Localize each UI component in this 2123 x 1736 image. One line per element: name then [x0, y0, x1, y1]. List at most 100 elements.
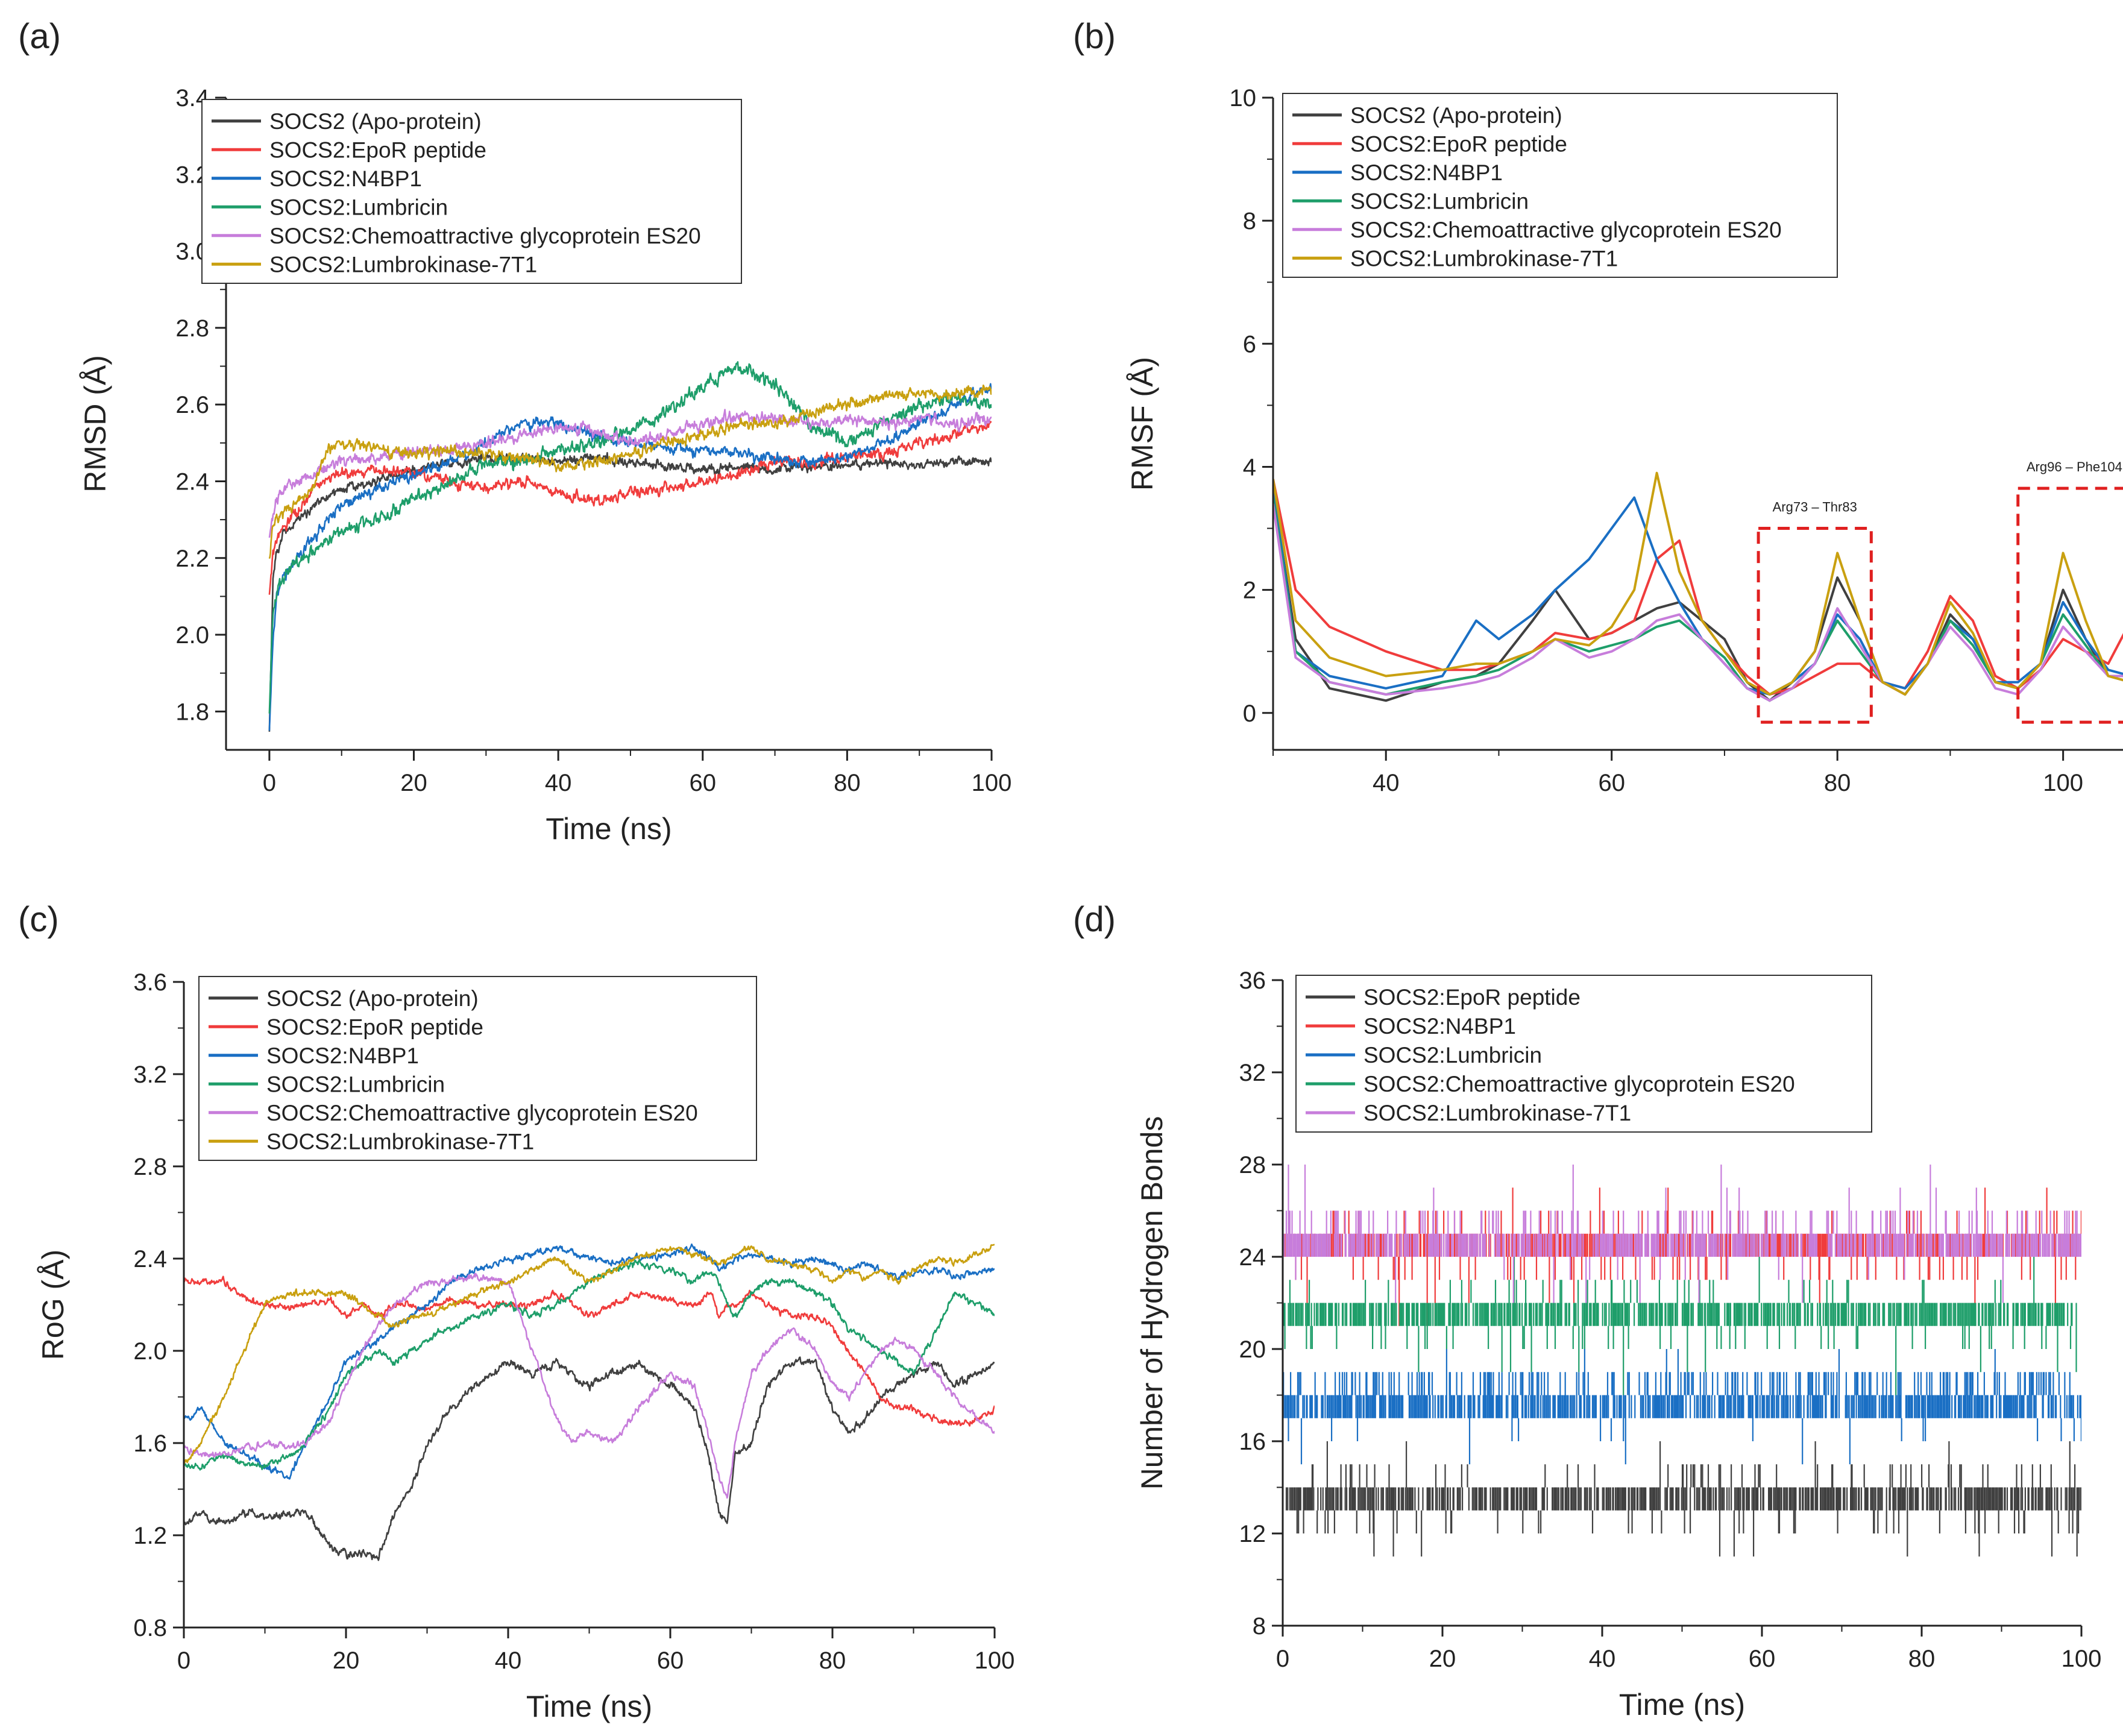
- x-tick-label: 60: [657, 1647, 684, 1674]
- legend-label-0: SOCS2:EpoR peptide: [1363, 985, 1580, 1010]
- x-tick-label: 40: [1373, 770, 1400, 796]
- y-tick-label: 2.8: [175, 315, 209, 342]
- legend-label-3: SOCS2:Lumbricin: [1350, 189, 1529, 213]
- series-group: [1283, 1165, 2081, 1557]
- x-tick-label: 40: [495, 1647, 522, 1674]
- series-line-1: [184, 1275, 995, 1427]
- series-line-2: [184, 1243, 995, 1480]
- x-tick-label: 100: [975, 1647, 1015, 1674]
- series-line-4: [1283, 1165, 2081, 1303]
- legend-label-4: SOCS2:Chemoattractive glycoprotein ES20: [1350, 218, 1782, 242]
- series-line-3: [268, 361, 992, 714]
- series-line-5: [268, 384, 992, 559]
- y-tick-label: 0.8: [133, 1615, 167, 1641]
- y-tick-label: 32: [1239, 1060, 1266, 1086]
- x-tick-label: 0: [177, 1647, 190, 1674]
- panel-letter: (a): [18, 17, 61, 56]
- series-line-0: [1283, 1441, 2081, 1557]
- x-tick-label: 100: [972, 770, 1012, 796]
- y-tick-label: 2.0: [175, 622, 209, 649]
- panel-a: (a)0 20 40 60 80 1001.82.02.22.42.62.83.03.23…: [18, 17, 1011, 846]
- series-line-4: [1273, 503, 2123, 702]
- series-line-3: [1273, 497, 2123, 702]
- legend-label-0: SOCS2 (Apo-protein): [266, 986, 479, 1011]
- y-tick-label: 0: [1243, 700, 1256, 727]
- x-tick-label: 20: [400, 770, 427, 796]
- series-line-5: [1273, 471, 2123, 696]
- legend-label-0: SOCS2 (Apo-protein): [1350, 103, 1562, 128]
- series-line-0: [1273, 491, 2123, 702]
- y-tick-label: 10: [1230, 85, 1257, 112]
- series-line-2: [268, 383, 992, 731]
- series-group: [268, 361, 992, 732]
- legend-label-4: SOCS2:Chemoattractive glycoprotein ES20: [269, 224, 701, 248]
- y-tick-label: 3.6: [133, 969, 167, 996]
- y-tick-label: 2: [1243, 577, 1256, 604]
- y-tick-label: 2.0: [133, 1338, 167, 1365]
- x-tick-label: 100: [2062, 1646, 2102, 1672]
- y-tick-label: 2.6: [175, 392, 209, 418]
- y-axis-title: RoG (Å): [36, 1250, 70, 1360]
- series-line-0: [268, 451, 992, 732]
- y-tick-label: 8: [1253, 1613, 1266, 1640]
- legend-box: [198, 976, 757, 1161]
- series-line-2: [1283, 1349, 2081, 1465]
- series-group: [184, 1243, 995, 1561]
- x-tick-label: 20: [333, 1647, 360, 1674]
- legend-label-3: SOCS2:Chemoattractive glycoprotein ES20: [1363, 1072, 1795, 1096]
- legend-box: [1295, 975, 1872, 1133]
- legend-label-3: SOCS2:Lumbricin: [269, 195, 448, 219]
- y-tick-label: 1.8: [175, 699, 209, 725]
- y-tick-label: 28: [1239, 1152, 1266, 1178]
- x-tick-label: 80: [819, 1647, 846, 1674]
- series-line-1: [268, 421, 992, 595]
- y-tick-label: 1.6: [133, 1430, 167, 1457]
- y-tick-label: 36: [1239, 967, 1266, 994]
- x-tick-label: 80: [1824, 770, 1851, 796]
- panel-letter: (b): [1073, 17, 1116, 56]
- x-tick-label: 0: [1276, 1646, 1289, 1672]
- series-line-5: [184, 1244, 995, 1466]
- x-tick-label: 100: [2043, 770, 2083, 796]
- panel-letter: (d): [1073, 900, 1116, 939]
- x-tick-label: 40: [1589, 1646, 1616, 1672]
- x-axis-title: Time (ns): [546, 812, 671, 846]
- y-tick-label: 12: [1239, 1521, 1266, 1547]
- legend-box: [1282, 93, 1838, 278]
- y-tick-label: 2.4: [175, 468, 209, 495]
- y-tick-label: 24: [1239, 1244, 1266, 1271]
- x-tick-label: 60: [1749, 1646, 1776, 1672]
- x-tick-label: 20: [1429, 1646, 1456, 1672]
- legend-label-1: SOCS2:EpoR peptide: [1350, 131, 1567, 156]
- x-axis-title: Time (ns): [526, 1690, 652, 1723]
- y-tick-label: 4: [1243, 454, 1256, 480]
- x-tick-label: 60: [1598, 770, 1625, 796]
- y-tick-label: 2.8: [133, 1154, 167, 1180]
- panel-d: (d) 0 20 40 60 80 100 8 12 16 20 24 28 32 36 Time (ns) N…: [1073, 900, 2101, 1722]
- series-line-4: [184, 1272, 995, 1499]
- y-tick-label: 6: [1243, 331, 1256, 357]
- y-tick-label: 16: [1239, 1429, 1266, 1455]
- x-tick-label: 80: [834, 770, 861, 796]
- legend-label-1: SOCS2:EpoR peptide: [269, 137, 486, 162]
- legend-label-2: SOCS2:N4BP1: [1350, 160, 1503, 185]
- x-tick-label: 0: [263, 770, 276, 796]
- legend-box: [201, 99, 742, 284]
- legend-label-0: SOCS2 (Apo-protein): [269, 109, 482, 134]
- legend-label-4: SOCS2:Lumbrokinase-7T1: [1363, 1101, 1631, 1125]
- y-axis-title: RMSF (Å): [1125, 357, 1159, 491]
- legend-label-2: SOCS2:N4BP1: [269, 166, 422, 191]
- legend-label-2: SOCS2:Lumbricin: [1363, 1043, 1542, 1068]
- annotation-label-0: Arg73 – Thr83: [1773, 500, 1857, 515]
- legend-label-2: SOCS2:N4BP1: [266, 1043, 419, 1068]
- y-tick-label: 1.2: [133, 1523, 167, 1549]
- legend-label-1: SOCS2:EpoR peptide: [266, 1014, 483, 1039]
- y-axis-title: RMSD (Å): [78, 355, 112, 492]
- panel-c: (c) 0 20 40 60 80 100 0.8 1.2 1.6 2.0 2.4 2.8 3.2 3.6 T…: [18, 900, 1014, 1723]
- x-axis-title: Time (ns): [1619, 1688, 1745, 1722]
- series-line-2: [1273, 485, 2123, 696]
- y-tick-label: 20: [1239, 1336, 1266, 1363]
- series-group: [1273, 471, 2123, 702]
